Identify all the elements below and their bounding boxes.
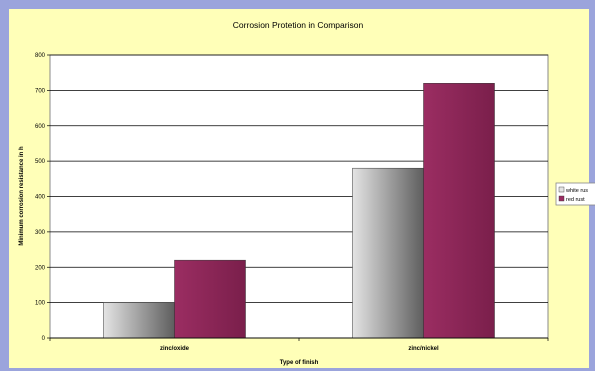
y-tick-label: 300 <box>35 230 46 236</box>
y-axis-label: Minimum corrosion resistance in h <box>19 146 25 246</box>
y-tick-label: 100 <box>35 301 46 307</box>
y-tick-label: 800 <box>35 53 46 59</box>
y-axis-ticks: 0 100 200 300 400 500 600 700 800 <box>35 53 50 342</box>
y-tick-label: 700 <box>35 88 46 94</box>
legend-swatch <box>558 186 565 193</box>
y-tick-label: 600 <box>35 124 46 130</box>
y-tick-label: 400 <box>35 195 46 201</box>
chart-title: Corrosion Protetion in Comparison <box>233 20 364 30</box>
x-axis-ticks: zinc/oxide zinc/nickel <box>49 337 549 352</box>
legend-swatch <box>558 195 565 202</box>
bars <box>103 83 495 339</box>
x-tick-label: zinc/oxide <box>160 346 190 352</box>
y-tick-label: 200 <box>35 265 46 271</box>
legend-label: white rus <box>565 188 588 194</box>
legend-box <box>555 182 595 206</box>
y-tick-label: 500 <box>35 159 46 165</box>
x-tick-label: zinc/nickel <box>408 346 439 352</box>
bar-white-rust-zinc-nickel <box>352 167 424 339</box>
y-tick-label: 0 <box>42 336 46 342</box>
legend: white rus red rust <box>555 182 595 206</box>
x-axis-label: Type of finish <box>280 360 319 366</box>
bar-white-rust-zinc-oxide <box>103 302 175 339</box>
legend-label: red rust <box>566 197 585 203</box>
bar-red-rust-zinc-oxide <box>174 259 246 339</box>
bar-red-rust-zinc-nickel <box>423 83 495 339</box>
